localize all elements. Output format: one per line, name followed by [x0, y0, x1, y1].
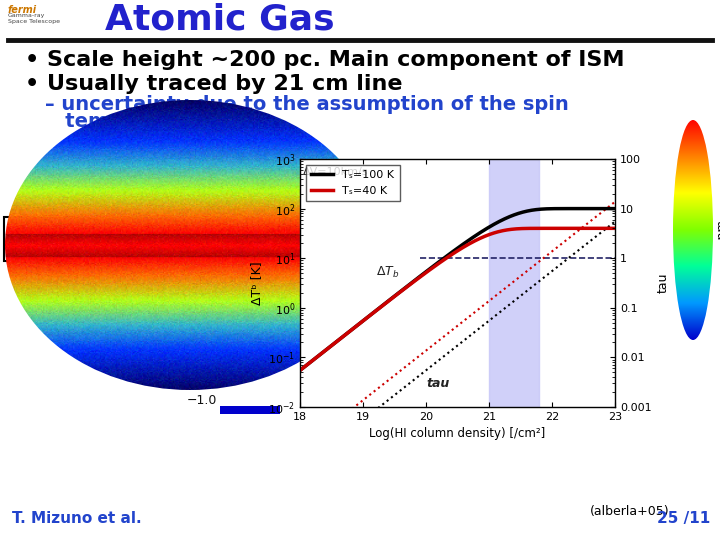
Text: tau: tau [714, 220, 720, 240]
Text: Galactic
plane: Galactic plane [8, 220, 71, 252]
Text: fermi: fermi [8, 5, 37, 15]
Text: ΔV=10km/s: ΔV=10km/s [303, 167, 369, 177]
Text: $\Delta T_b$: $\Delta T_b$ [376, 265, 399, 280]
FancyBboxPatch shape [4, 217, 96, 261]
Bar [489, 159, 539, 407]
FancyBboxPatch shape [220, 406, 280, 414]
X-axis label: Log(HI column density) [/cm²]: Log(HI column density) [/cm²] [369, 428, 546, 441]
Text: Gamma-ray
Space Telescope: Gamma-ray Space Telescope [8, 13, 60, 24]
Text: temperature (Ts): temperature (Ts) [45, 112, 251, 131]
Y-axis label: ΔTᵇ [K]: ΔTᵇ [K] [250, 261, 263, 305]
Y-axis label: tau: tau [657, 273, 670, 293]
Text: – uncertainty due to the assumption of the spin: – uncertainty due to the assumption of t… [45, 95, 569, 114]
Legend: Tₛ=100 K, Tₛ=40 K: Tₛ=100 K, Tₛ=40 K [305, 165, 400, 201]
Text: • Scale height ~200 pc. Main component of ISM: • Scale height ~200 pc. Main component o… [25, 50, 624, 70]
Text: • Usually traced by 21 cm line: • Usually traced by 21 cm line [25, 74, 402, 94]
Text: 25 /11: 25 /11 [657, 511, 710, 526]
Text: T. Mizuno et al.: T. Mizuno et al. [12, 511, 142, 526]
Text: Atomic Gas: Atomic Gas [105, 2, 335, 36]
Text: tau: tau [426, 377, 449, 390]
Text: (alberla+05): (alberla+05) [590, 505, 670, 518]
Text: −1.0: −1.0 [186, 394, 217, 407]
